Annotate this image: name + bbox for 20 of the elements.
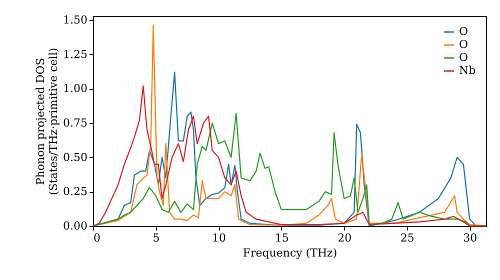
legend-label: O: [459, 25, 468, 38]
y-tick-label: 0.00: [63, 220, 88, 232]
legend-label: O: [459, 51, 468, 64]
x-tick-label: 10: [212, 232, 226, 244]
x-tick-label: 25: [400, 232, 414, 244]
y-tick-label: 0.25: [63, 185, 88, 198]
x-tick-label: 20: [338, 232, 352, 244]
y-tick-label: 0.75: [63, 116, 88, 130]
y-tick-label: 1.25: [63, 48, 88, 61]
y-tick-label: 1.50: [63, 14, 88, 27]
y-tick-label: 1.00: [63, 82, 88, 96]
y-tick-label: 0.50: [63, 150, 88, 164]
legend-label: O: [459, 38, 468, 51]
x-tick-label: 0: [94, 232, 100, 244]
y-axis-title: Phonon projected DOS (States/THz·primitive cell): [34, 48, 60, 196]
x-tick-label: 30: [463, 232, 478, 244]
x-axis-title: Frequency (THz): [242, 246, 338, 260]
x-tick-label: 15: [274, 232, 289, 244]
legend-label: Nb: [459, 64, 476, 77]
x-tick-label: 5: [152, 232, 160, 244]
